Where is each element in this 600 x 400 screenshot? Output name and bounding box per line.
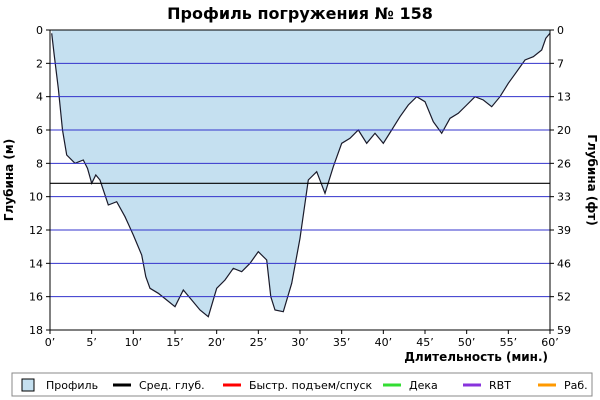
x-tick-label: 55’ (500, 336, 518, 349)
legend-item: Дека (383, 379, 438, 392)
legend-item: Быстр. подъем/спуск (223, 379, 373, 392)
y-tick-label-left: 6 (36, 124, 43, 137)
y-ticks-right: 0 7 13 20 26 33 39 46 52 59 (550, 24, 571, 337)
profile-line (51, 32, 551, 318)
y-tick-label-right: 33 (557, 191, 571, 204)
x-tick-label: 5’ (86, 336, 97, 349)
legend-swatch (21, 378, 35, 392)
x-tick-label: 25’ (250, 336, 268, 349)
y-tick-label-right: 59 (557, 324, 571, 337)
x-tick-label: 30’ (291, 336, 309, 349)
legend-item: RBT (463, 379, 511, 392)
y-tick-label-right: 20 (557, 124, 571, 137)
legend-item: Раб. (538, 379, 588, 392)
y-tick-label-left: 14 (29, 257, 43, 270)
legend-item: Профиль (21, 378, 98, 392)
y-tick-label-left: 10 (29, 191, 43, 204)
y-tick-label-left: 8 (36, 157, 43, 170)
legend: Профиль Сред. глуб. Быстр. подъем/спуск Дек… (11, 372, 593, 397)
x-tick-label: 10’ (125, 336, 143, 349)
y-tick-label-left: 12 (29, 224, 43, 237)
legend-label: Раб. (564, 379, 588, 392)
legend-item: Сред. глуб. (113, 379, 205, 392)
y-tick-label-right: 26 (557, 157, 571, 170)
x-ticks: 0’ 5’ 10’ 15’ 20’ 25’ 30’ 35’ 40’ 45’ 50’ 55’ 60’ (45, 330, 559, 349)
legend-box (11, 372, 593, 397)
y-tick-label-right: 13 (557, 91, 571, 104)
y-tick-label-right: 39 (557, 224, 571, 237)
x-tick-label: 60’ (541, 336, 559, 349)
legend-label: Сред. глуб. (139, 379, 205, 392)
y-tick-label-left: 16 (29, 291, 43, 304)
y-tick-label-left: 2 (36, 57, 43, 70)
x-tick-label: 0’ (45, 336, 56, 349)
x-tick-label: 40’ (375, 336, 393, 349)
legend-label: Дека (409, 379, 438, 392)
y-tick-label-left: 4 (36, 91, 43, 104)
grid-layer (50, 62, 550, 298)
legend-label: Быстр. подъем/спуск (249, 379, 373, 392)
y-tick-label-right: 52 (557, 291, 571, 304)
y-ticks-left: 0 2 4 6 8 10 12 14 16 18 (29, 24, 50, 337)
y-tick-label-right: 46 (557, 257, 571, 270)
legend-label: Профиль (46, 379, 98, 392)
legend-label: RBT (489, 379, 511, 392)
x-tick-label: 15’ (166, 336, 184, 349)
y-tick-label-left: 18 (29, 324, 43, 337)
x-tick-label: 20’ (208, 336, 226, 349)
x-tick-label: 45’ (416, 336, 434, 349)
y-tick-label-right: 0 (557, 24, 564, 37)
y-axis-label-right: Глубина (фт) (585, 134, 599, 225)
profile-area-layer (51, 30, 551, 318)
y-tick-label-left: 0 (36, 24, 43, 37)
y-axis-label-left: Глубина (м) (2, 139, 16, 221)
x-axis-label: Длительность (мин.) (404, 350, 548, 364)
y-tick-label-right: 7 (557, 57, 564, 70)
x-tick-label: 50’ (458, 336, 476, 349)
x-tick-label: 35’ (333, 336, 351, 349)
plot-frame (49, 29, 551, 331)
chart-title: Профиль погружения № 158 (167, 4, 433, 23)
